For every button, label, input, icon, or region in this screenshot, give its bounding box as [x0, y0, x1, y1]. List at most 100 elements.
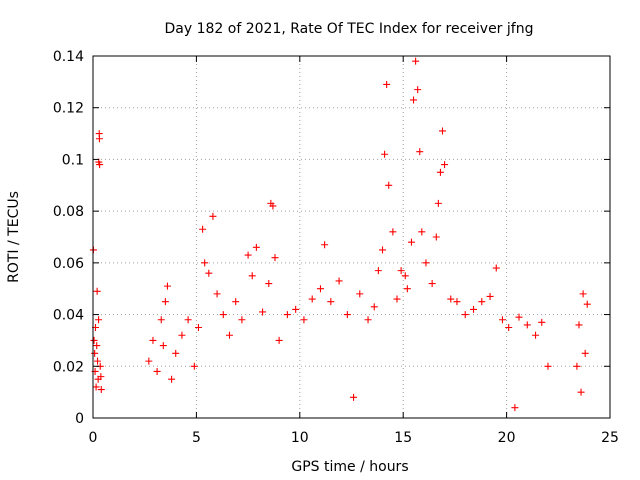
- y-axis-label: ROTI / TECUs: [6, 191, 22, 283]
- data-point: [161, 298, 169, 306]
- y-tick-label: 0.14: [53, 49, 84, 65]
- data-point: [438, 127, 446, 135]
- data-point: [583, 300, 591, 308]
- data-point: [523, 321, 531, 329]
- data-point: [335, 277, 343, 285]
- plot-frame: [92, 55, 611, 419]
- data-point: [238, 316, 246, 324]
- y-tick-label: 0.08: [53, 204, 84, 220]
- data-point: [470, 305, 478, 313]
- x-tick-label: 0: [89, 430, 98, 446]
- data-point: [364, 316, 372, 324]
- y-tick-label: 0.02: [53, 359, 84, 375]
- data-point: [407, 238, 415, 246]
- data-point: [432, 233, 440, 241]
- data-point: [511, 404, 519, 412]
- data-point: [92, 383, 100, 391]
- data-point: [412, 57, 420, 65]
- data-point: [91, 349, 99, 357]
- y-tick-label: 0.12: [53, 101, 84, 117]
- data-point: [205, 269, 213, 277]
- data-point: [428, 280, 436, 288]
- data-point: [381, 150, 389, 158]
- data-point: [461, 311, 469, 319]
- data-point: [441, 161, 449, 169]
- data-point: [397, 267, 405, 275]
- data-point: [271, 254, 279, 262]
- data-point: [93, 287, 101, 295]
- data-point: [544, 362, 552, 370]
- y-tick-label: 0.1: [62, 152, 84, 168]
- data-point: [575, 321, 583, 329]
- data-point: [577, 388, 585, 396]
- data-point: [283, 311, 291, 319]
- data-point: [292, 305, 300, 313]
- data-point: [95, 316, 103, 324]
- data-point: [97, 386, 105, 394]
- data-point: [532, 331, 540, 339]
- data-point: [379, 246, 387, 254]
- data-point: [414, 86, 422, 94]
- x-tick-label: 15: [394, 430, 412, 446]
- data-point: [383, 80, 391, 88]
- data-point: [90, 336, 98, 344]
- data-point: [194, 324, 202, 331]
- data-point: [265, 280, 273, 288]
- data-point: [403, 285, 411, 293]
- data-point: [300, 316, 308, 324]
- grid: [93, 56, 610, 418]
- data-point: [356, 290, 364, 298]
- data-point: [232, 298, 240, 306]
- axes: 0 0.02 0.04 0.06 0.08 0.1 0.12 0.14 0 5 10 15 20 25: [53, 49, 619, 446]
- data-point: [97, 373, 105, 381]
- data-point: [225, 331, 233, 339]
- x-tick-label: 25: [601, 430, 619, 446]
- data-point: [159, 342, 167, 350]
- data-point: [498, 316, 506, 324]
- data-point: [436, 168, 444, 176]
- data-point: [410, 96, 418, 104]
- data-point: [252, 243, 260, 251]
- data-point: [538, 318, 546, 326]
- data-point: [370, 303, 378, 311]
- data-point: [385, 181, 393, 189]
- data-point: [153, 367, 161, 375]
- data-series-roti: [89, 57, 591, 412]
- data-point: [201, 259, 209, 267]
- data-point: [505, 324, 513, 331]
- data-point: [447, 295, 455, 303]
- data-point: [275, 336, 283, 344]
- data-point: [209, 212, 217, 220]
- data-point: [145, 357, 153, 365]
- y-tick-label: 0: [75, 411, 84, 427]
- y-tick-label: 0.04: [53, 308, 84, 324]
- data-point: [96, 161, 104, 169]
- data-point: [416, 148, 424, 156]
- data-point: [259, 308, 267, 316]
- data-point: [573, 362, 581, 370]
- data-point: [343, 311, 351, 319]
- data-point: [374, 267, 382, 275]
- data-point: [492, 264, 500, 272]
- data-point: [321, 241, 329, 249]
- data-point: [244, 251, 252, 259]
- data-point: [149, 336, 157, 344]
- data-point: [581, 349, 589, 357]
- x-tick-label: 5: [192, 430, 201, 446]
- x-axis-label: GPS time / hours: [291, 459, 408, 475]
- data-point: [434, 199, 442, 207]
- data-point: [163, 282, 171, 290]
- chart-title: Day 182 of 2021, Rate Of TEC Index for r…: [165, 21, 534, 37]
- data-point: [190, 362, 198, 370]
- data-point: [327, 298, 335, 306]
- data-point: [308, 295, 316, 303]
- data-point: [393, 295, 401, 303]
- data-point: [199, 225, 207, 233]
- data-point: [157, 316, 165, 324]
- data-point: [184, 316, 192, 324]
- data-point: [248, 272, 256, 280]
- data-point: [95, 135, 103, 143]
- data-point: [486, 292, 494, 300]
